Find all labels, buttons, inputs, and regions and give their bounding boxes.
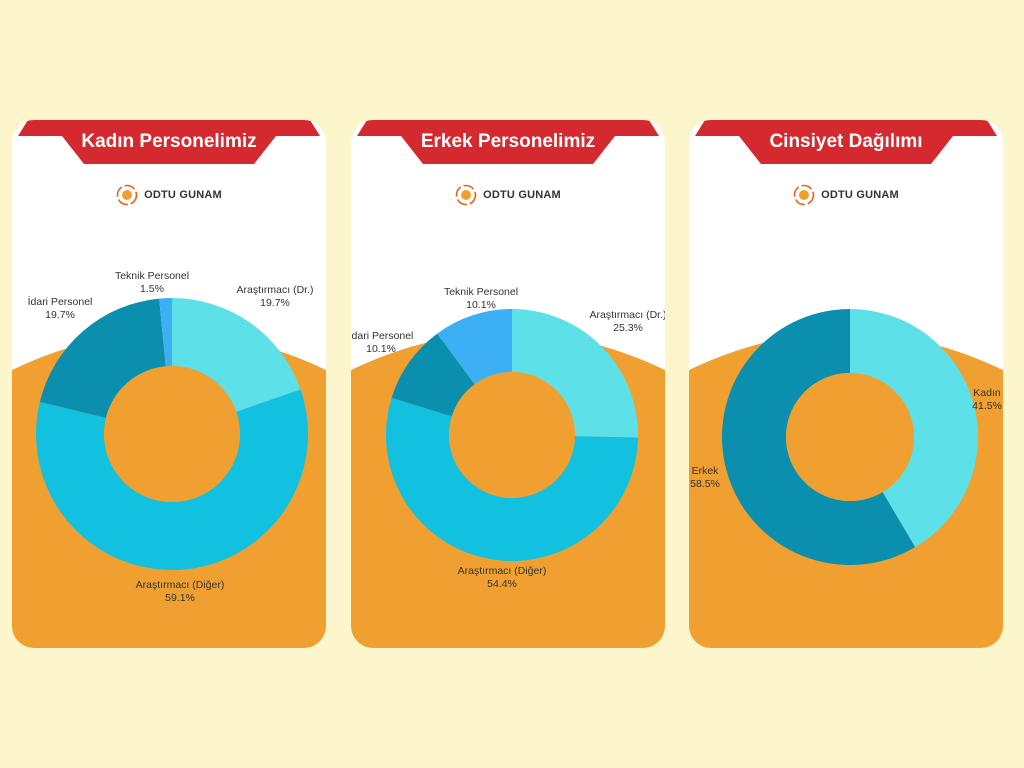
slice-arastirmaci-diger bbox=[385, 397, 638, 562]
donut-hole bbox=[104, 366, 240, 502]
slice-idari-personel bbox=[39, 298, 166, 418]
slice-value-label: 19.7% bbox=[260, 297, 290, 309]
brand-logo: ODTU GUNAM bbox=[12, 180, 326, 210]
slice-value-label: 19.7% bbox=[45, 309, 75, 321]
brand-logo: ODTU GUNAM bbox=[351, 180, 665, 210]
card-erkek-personel: Erkek Personelimiz ODTU GUNAM Araştırmac… bbox=[351, 120, 665, 648]
card-kadin-personel: Kadın Personelimiz ODTU GUNAM Araştırmac… bbox=[12, 120, 326, 648]
slice-category-label: İdari Personel bbox=[28, 295, 93, 308]
donut-chart-kadin: Araştırmacı (Dr.) 19.7%Araştırmacı (Diğer… bbox=[28, 270, 314, 604]
slice-category-label: Kadın bbox=[973, 387, 1001, 399]
sun-logo-icon bbox=[116, 184, 138, 206]
slice-label-kadin: Kadın 41.5% bbox=[972, 387, 1002, 412]
slice-value-label: 59.1% bbox=[165, 592, 195, 604]
donut-chart-cinsiyet: Kadın 41.5% Erkek 58.5% bbox=[690, 309, 1002, 565]
donut-hole bbox=[449, 372, 575, 498]
slice-label-arastirmaci-dr: Araştırmacı (Dr.) 25.3% bbox=[589, 309, 665, 334]
slice-idari-personel bbox=[391, 333, 475, 417]
slice-teknik-personel bbox=[159, 298, 172, 367]
card-title: Erkek Personelimiz bbox=[420, 131, 596, 152]
title-ribbon bbox=[18, 120, 320, 164]
slice-category-label: Araştırmacı (Dr.) bbox=[236, 284, 313, 296]
slice-value-label: 25.3% bbox=[613, 322, 643, 334]
slice-label-arastirmaci-diger: Araştırmacı (Diğer) 59.1% bbox=[136, 579, 225, 604]
slice-label-erkek: Erkek 58.5% bbox=[690, 465, 720, 490]
slice-label-idari-personel: İdari Personel 19.7% bbox=[28, 295, 93, 321]
slice-value-label: 10.1% bbox=[466, 299, 496, 311]
slice-label-teknik-personel: Teknik Personel 1.5% bbox=[115, 270, 189, 295]
donut-hole bbox=[786, 373, 914, 501]
title-ribbon bbox=[695, 120, 997, 164]
slice-arastirmaci-diger bbox=[35, 389, 309, 570]
slice-category-label: Araştırmacı (Diğer) bbox=[458, 565, 547, 577]
donut-chart-erkek: Araştırmacı (Dr.) 25.3% Araştırmacı (Diğer… bbox=[351, 286, 665, 590]
slice-value-label: 1.5% bbox=[140, 283, 164, 295]
slice-category-label: İdari Personel bbox=[351, 329, 413, 342]
brand-logo: ODTU GUNAM bbox=[689, 180, 1003, 210]
logo-text: ODTU GUNAM bbox=[483, 189, 561, 201]
slice-category-label: Araştırmacı (Diğer) bbox=[136, 579, 225, 591]
slice-category-label: Araştırmacı (Dr.) bbox=[589, 309, 665, 321]
slice-arastirmaci-dr bbox=[172, 298, 301, 412]
slice-value-label: 41.5% bbox=[972, 400, 1002, 412]
slice-label-teknik-personel: Teknik Personel 10.1% bbox=[444, 286, 518, 311]
slice-label-arastirmaci-dr: Araştırmacı (Dr.) 19.7% bbox=[236, 284, 313, 309]
slice-value-label: 54.4% bbox=[487, 578, 517, 590]
slice-category-label: Teknik Personel bbox=[115, 270, 189, 282]
slice-value-label: 58.5% bbox=[690, 478, 720, 490]
slice-value-label: 10.1% bbox=[366, 343, 396, 355]
title-ribbon bbox=[357, 120, 659, 164]
sun-logo-icon bbox=[455, 184, 477, 206]
slice-teknik-personel bbox=[437, 309, 512, 385]
slice-label-arastirmaci-diger: Araştırmacı (Diğer) 54.4% bbox=[458, 565, 547, 590]
slice-arastirmaci-dr bbox=[512, 309, 638, 438]
slice-category-label: Erkek bbox=[692, 465, 720, 477]
card-cinsiyet-dagilimi: Cinsiyet Dağılımı ODTU GUNAM Kadın 41.5% E… bbox=[689, 120, 1003, 648]
logo-text: ODTU GUNAM bbox=[144, 189, 222, 201]
card-title: Kadın Personelimiz bbox=[81, 131, 257, 152]
slice-category-label: Teknik Personel bbox=[444, 286, 518, 298]
slice-erkek bbox=[722, 309, 916, 565]
slice-label-idari-personel: İdari Personel 10.1% bbox=[351, 329, 413, 355]
sun-logo-icon bbox=[793, 184, 815, 206]
logo-text: ODTU GUNAM bbox=[821, 189, 899, 201]
card-title: Cinsiyet Dağılımı bbox=[769, 131, 923, 152]
slice-kadin bbox=[850, 309, 978, 548]
